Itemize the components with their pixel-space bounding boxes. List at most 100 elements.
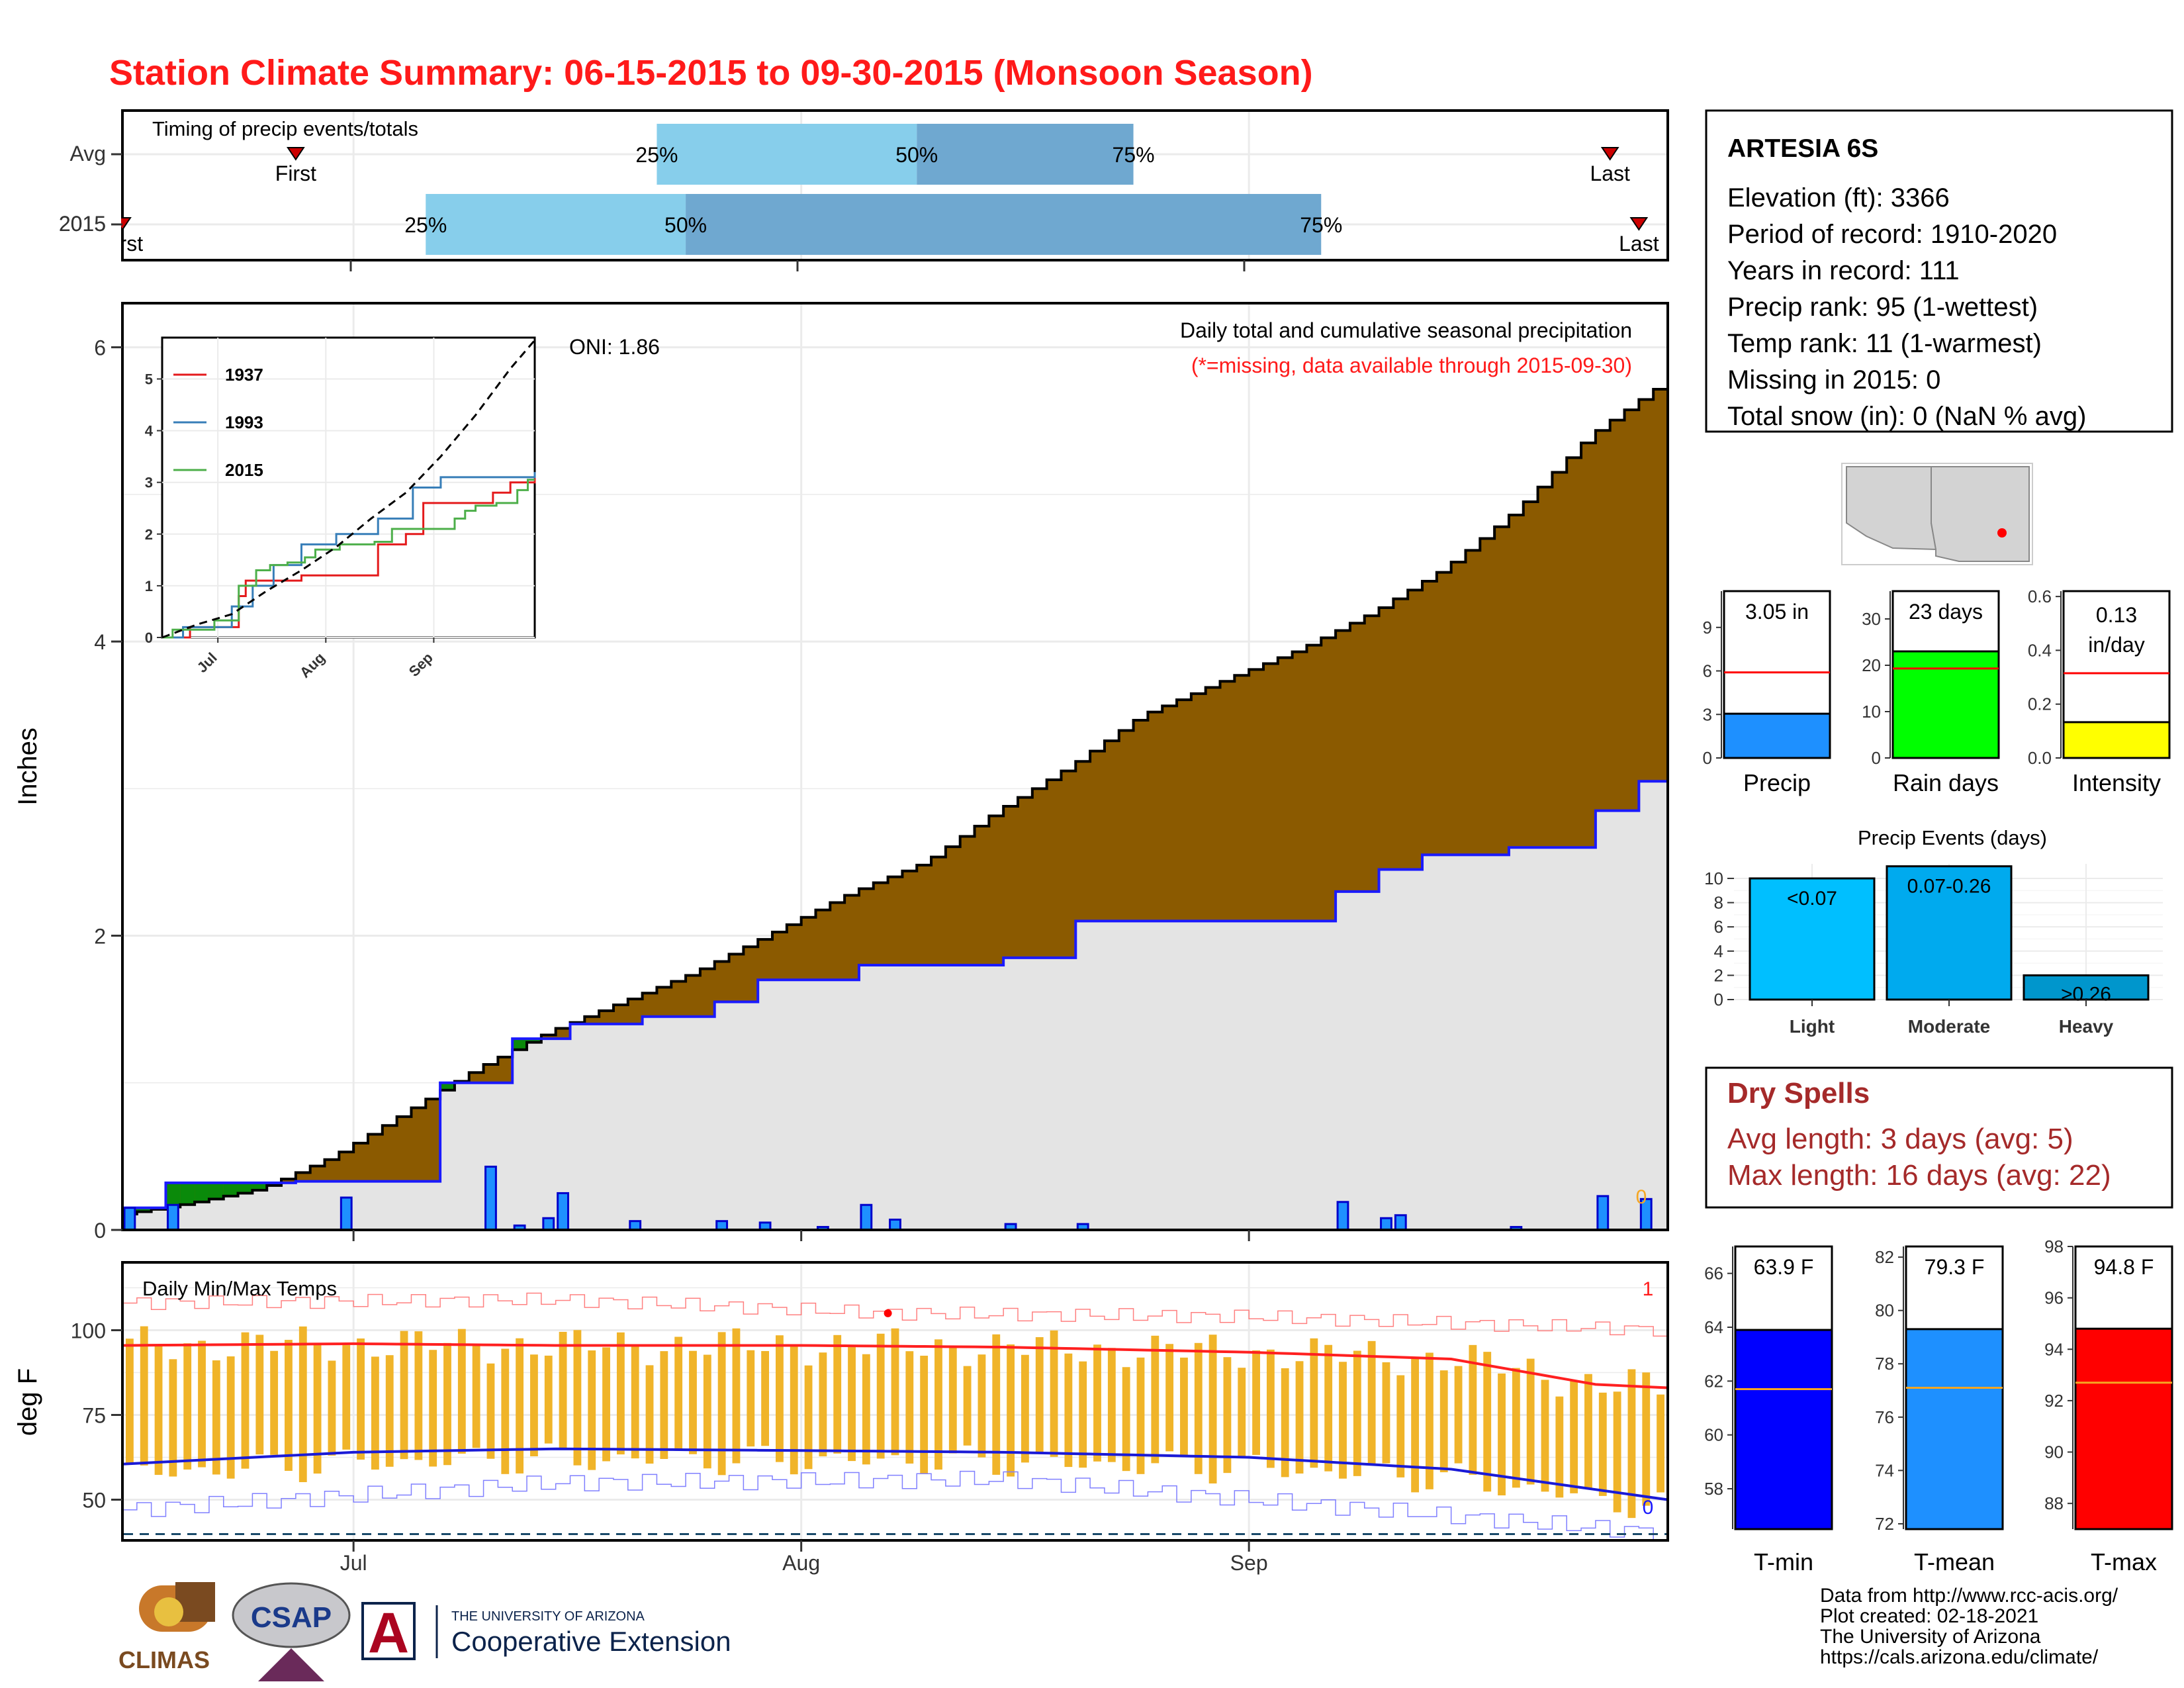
dry-spells-avg: Avg length: 3 days (avg: 5)	[1727, 1123, 2073, 1155]
daily-temp-bar-21	[429, 1350, 437, 1467]
temp-bar-panel-2: 88 90 92 94 96 98 94.8 F T-max	[2044, 1237, 2173, 1575]
daily-temp-bar-54	[905, 1351, 914, 1464]
ua-logo-letter: A	[368, 1601, 409, 1665]
dry-spells-box: Dry Spells Avg length: 3 days (avg: 5) M…	[1705, 1066, 2173, 1209]
inset-ytick-label-5: 5	[145, 371, 153, 387]
shared-x-axis: Jul Aug Sep	[340, 1230, 1268, 1575]
daily-temp-bar-45	[776, 1335, 784, 1462]
precip-average-line	[122, 388, 1668, 1215]
daily-precip-bar-14	[889, 1218, 901, 1231]
daily-temp-bar-9	[255, 1335, 264, 1455]
station-name: ARTESIA 6S	[1727, 134, 1878, 163]
daily-temp-bar-73	[1180, 1357, 1188, 1456]
daily-temp-bar-30	[559, 1331, 567, 1450]
events-ytick-label-1: 2	[1714, 965, 1723, 985]
events-ytick-label-0: 0	[1714, 990, 1723, 1009]
events-ytick-label-5: 10	[1704, 868, 1723, 888]
daily-temp-bar-105	[1642, 1372, 1651, 1506]
inset-line-2015	[162, 479, 535, 639]
csap-logo-text: CSAP	[251, 1601, 332, 1634]
temp-bar-ytick-label-2-4: 96	[2044, 1288, 2064, 1308]
dry-spells-frame	[1705, 1066, 2173, 1209]
daily-temp-bar-91	[1439, 1370, 1448, 1473]
daily-temp-bar-55	[920, 1356, 929, 1474]
precip-ytick-label-1: 2	[94, 925, 106, 949]
events-ytick-label-3: 6	[1714, 917, 1723, 937]
daily-temp-bar-16	[357, 1338, 365, 1460]
temp-bar-ytick-label-2-2: 92	[2044, 1391, 2064, 1411]
timing-left-mask	[0, 199, 121, 265]
daily-temp-bar-20	[414, 1331, 423, 1460]
record-high-count: 1	[1643, 1278, 1654, 1300]
station-years: Years in record: 111	[1727, 256, 1960, 285]
daily-temp-bar-31	[573, 1330, 582, 1466]
summary-ytick-label-0-1: 3	[1703, 704, 1712, 724]
daily-temp-bar-51	[862, 1354, 870, 1465]
daily-temp-bar-22	[443, 1342, 451, 1466]
climas-logo-text: CLIMAS	[118, 1646, 210, 1673]
daily-temp-bar-11	[285, 1340, 293, 1471]
ua-logo-frame	[361, 1602, 416, 1660]
daily-precip-bar-10	[860, 1203, 873, 1231]
daily-temp-bar-86	[1367, 1340, 1376, 1466]
daily-temp-bar-72	[1165, 1344, 1174, 1452]
daily-temp-bar-100	[1570, 1381, 1578, 1493]
temp-bar-panel-0: 58 60 62 64 66 63.9 F T-min	[1704, 1245, 1833, 1575]
daily-precip-bar-15	[1336, 1201, 1349, 1231]
daily-temp-bar-60	[992, 1334, 1001, 1475]
temp-panel-frame	[121, 1261, 1669, 1542]
summary-ytick-label-0-2: 6	[1703, 661, 1712, 681]
daily-precip-bar-5	[542, 1217, 555, 1231]
logos: CLIMAS CSAP A THE UNIVERSITY OF ARIZONA …	[118, 1582, 731, 1681]
daily-temp-bar-5	[198, 1340, 206, 1468]
climas-logo-sun-icon	[154, 1597, 183, 1626]
daily-temp-bar-76	[1223, 1357, 1232, 1474]
temp-ytick-label-0: 50	[82, 1489, 106, 1513]
temp-bar-ytick-label-2-3: 94	[2044, 1339, 2064, 1359]
temp-ytick-label-1: 75	[82, 1403, 106, 1427]
daily-temp-bar-42	[732, 1328, 741, 1464]
summary-ytick-label-1-3: 30	[1862, 609, 1881, 629]
daily-temp-bar-46	[790, 1346, 798, 1475]
precip-ytick-label-0: 0	[94, 1219, 106, 1243]
daily-temp-bar-47	[804, 1365, 813, 1470]
precip-y-label: Inches	[13, 727, 42, 806]
daily-temp-bar-80	[1281, 1368, 1289, 1477]
daily-temp-bar-1	[140, 1326, 148, 1466]
inset-line-1937	[162, 477, 536, 639]
summary-category-label-1: Rain days	[1893, 769, 1999, 796]
daily-temp-bar-15	[342, 1345, 351, 1450]
avg-min-line	[122, 1447, 1668, 1501]
summary-ytick-label-1-1: 10	[1862, 702, 1881, 722]
precip-events-panel: Precip Events (days) 0 2 4 6 8 10 <0.07 Light 0.…	[1704, 826, 2163, 1037]
ua-logo-big-text: Cooperative Extension	[451, 1626, 731, 1657]
summary-bars: 0 3 6 9 3.05 in Precip 0 10 20 30 23 days Rain days…	[1703, 586, 2171, 796]
timing-bar-q50-q75-1	[686, 194, 1322, 255]
daily-temp-bar-48	[819, 1352, 827, 1457]
precip-missing-note: (*=missing, data available through 2015-…	[1191, 353, 1632, 377]
locator-map	[1841, 463, 2033, 565]
temp-bar-category-label-0: T-min	[1754, 1548, 1813, 1575]
daily-temp-bar-102	[1598, 1392, 1607, 1496]
daily-temp-bar-8	[241, 1332, 250, 1469]
daily-precip-bar-0	[123, 1207, 136, 1231]
daily-temp-bar-32	[588, 1350, 596, 1470]
summary-bar-panel-1: 0 10 20 30 23 days Rain days	[1862, 590, 2000, 796]
events-ytick-label-4: 8	[1714, 893, 1723, 913]
timing-bar-q50-q75-0	[917, 124, 1134, 185]
daily-temp-bar-12	[298, 1326, 307, 1483]
daily-temp-bar-27	[516, 1338, 524, 1474]
daily-temp-bar-19	[400, 1331, 408, 1460]
temp-bar-0	[1734, 1329, 1833, 1530]
daily-temp-bar-38	[674, 1336, 683, 1451]
timing-last-label-1: Last	[1619, 232, 1659, 256]
daily-temp-bar-89	[1411, 1358, 1420, 1493]
precip-annotation: Daily total and cumulative seasonal prec…	[1180, 318, 1632, 342]
timing-pct-label-0-0: 25%	[635, 143, 678, 167]
timing-pct-label-1-1: 50%	[664, 213, 707, 237]
summary-ytick-label-2-0: 0.0	[2028, 748, 2052, 768]
daily-temp-bar-34	[616, 1332, 625, 1455]
temp-bar-ytick-label-1-0: 72	[1875, 1514, 1894, 1534]
